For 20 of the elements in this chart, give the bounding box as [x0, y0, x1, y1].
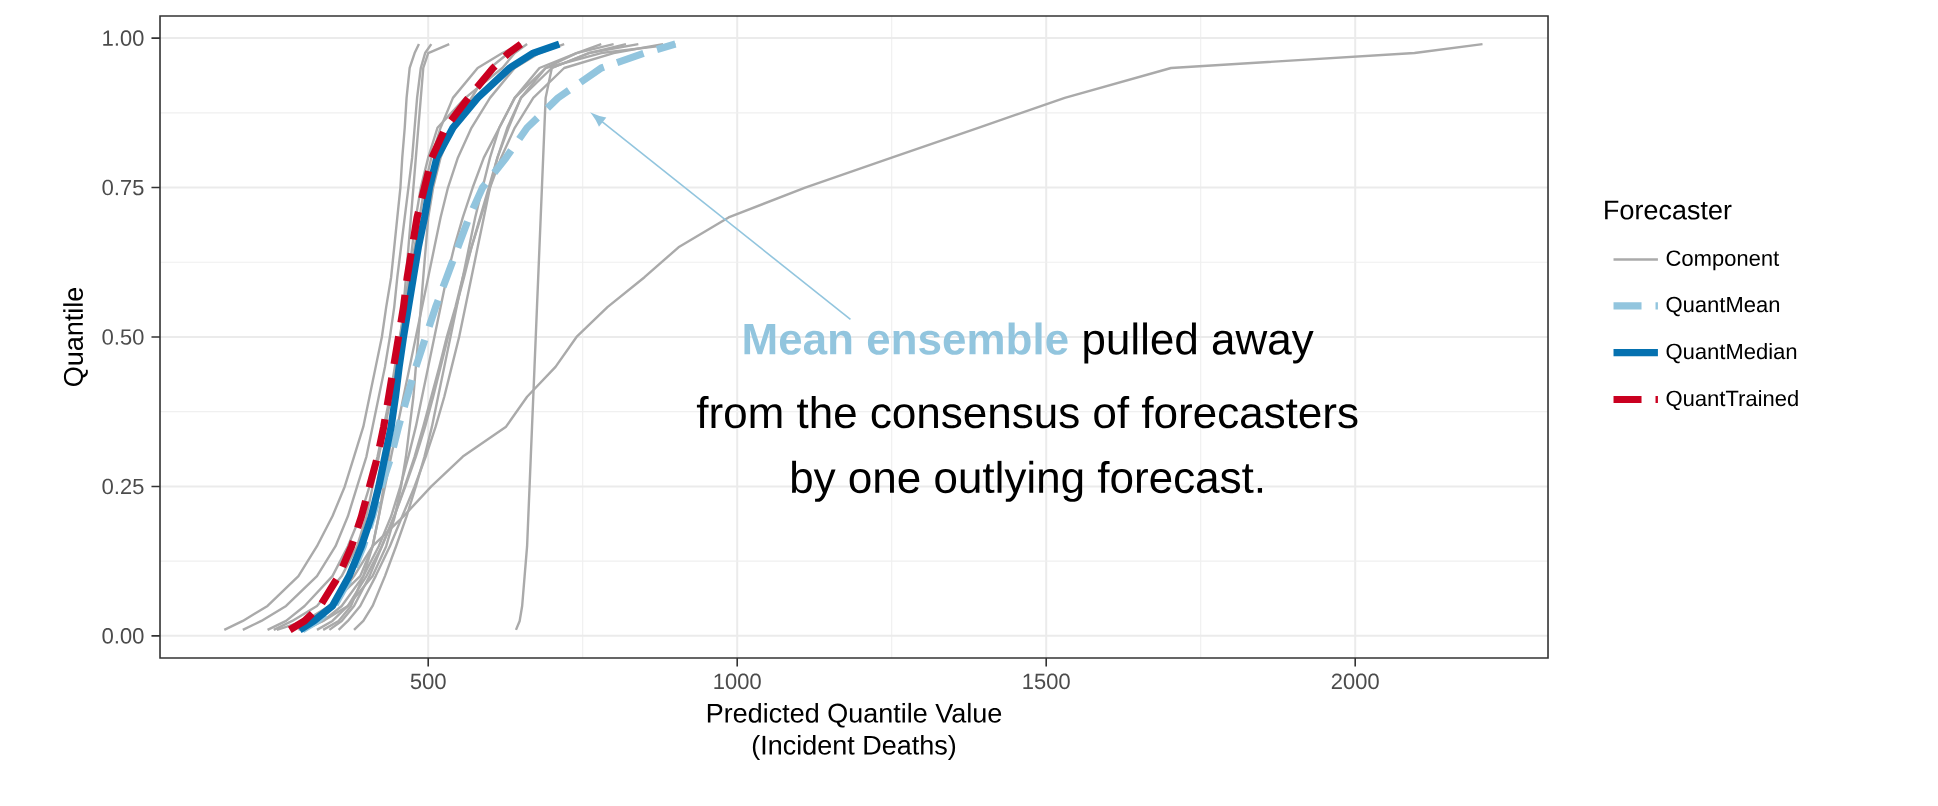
- annotation: from the consensus of forecasters: [696, 395, 1358, 429]
- x-tick-label: 500: [410, 673, 446, 690]
- legend-label: QuantMean: [1666, 296, 1780, 317]
- legend-label: QuantTrained: [1666, 390, 1798, 411]
- y-axis-title: Quantile: [63, 287, 88, 386]
- x-tick-label: 1500: [1023, 673, 1070, 690]
- x-tick-label: 1000: [714, 673, 761, 690]
- annotation: pulled away: [1084, 322, 1314, 364]
- x-tick-label: 2000: [1331, 673, 1379, 690]
- annotation: by one outlying forecast.: [792, 460, 1263, 502]
- y-tick-label: 0.00: [102, 628, 144, 644]
- legend-label: Component: [1666, 250, 1780, 271]
- legend-title: Forecaster: [1605, 200, 1732, 220]
- y-tick-label: 1.00: [103, 30, 144, 46]
- y-tick-label: 0.25: [102, 478, 144, 495]
- x-axis-title: Predicted Quantile Value (Incident Deaths): [707, 702, 1002, 761]
- y-tick-label: 0.50: [102, 329, 144, 345]
- legend-label: QuantMedian: [1666, 343, 1797, 364]
- annotation: Mean ensemble: [744, 322, 1068, 355]
- y-tick-label: 0.75: [102, 179, 144, 196]
